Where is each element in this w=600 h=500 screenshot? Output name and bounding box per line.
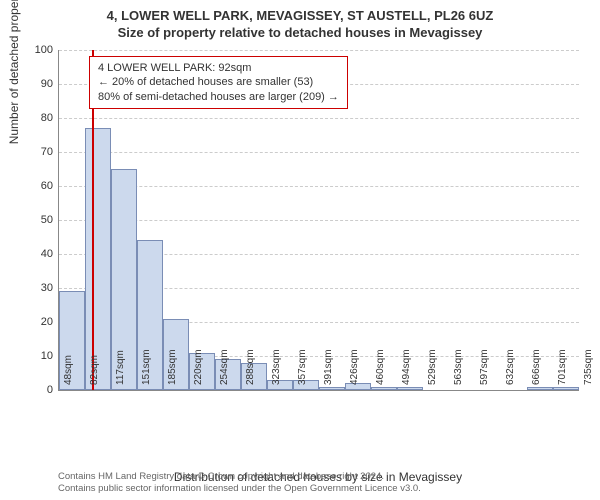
attribution-line2: Contains public sector information licen… [58, 483, 421, 494]
chart-container: 4, LOWER WELL PARK, MEVAGISSEY, ST AUSTE… [0, 0, 600, 500]
x-tick-label: 426sqm [349, 349, 360, 385]
x-tick-label: 220sqm [193, 349, 204, 385]
x-tick-label: 82sqm [89, 355, 100, 385]
y-tick-label: 60 [23, 180, 53, 192]
annotation-line2: ← 20% of detached houses are smaller (53… [98, 75, 339, 89]
x-tick-label: 597sqm [479, 349, 490, 385]
x-tick-label: 48sqm [63, 355, 74, 385]
x-tick-label: 391sqm [323, 349, 334, 385]
x-tick-label: 460sqm [375, 349, 386, 385]
x-tick-label: 288sqm [245, 349, 256, 385]
annotation-line3: 80% of semi-detached houses are larger (… [98, 90, 339, 104]
x-tick-label: 323sqm [271, 349, 282, 385]
x-tick-label: 494sqm [401, 349, 412, 385]
y-tick-label: 90 [23, 78, 53, 90]
attribution-text: Contains HM Land Registry data © Crown c… [58, 471, 421, 494]
histogram-bar [527, 387, 553, 390]
y-tick-label: 30 [23, 282, 53, 294]
x-tick-label: 632sqm [505, 349, 516, 385]
x-tick-label: 735sqm [583, 349, 594, 385]
x-tick-label: 254sqm [219, 349, 230, 385]
attribution-line1: Contains HM Land Registry data © Crown c… [58, 471, 421, 482]
y-tick-label: 80 [23, 112, 53, 124]
x-tick-label: 529sqm [427, 349, 438, 385]
histogram-bar [553, 387, 579, 390]
histogram-bar [397, 387, 423, 390]
annotation-line1: 4 LOWER WELL PARK: 92sqm [98, 61, 339, 75]
grid-line [59, 118, 579, 119]
annotation-box: 4 LOWER WELL PARK: 92sqm← 20% of detache… [89, 56, 348, 109]
grid-line [59, 220, 579, 221]
y-axis-label: Number of detached properties [7, 0, 21, 144]
x-tick-label: 357sqm [297, 349, 308, 385]
y-tick-label: 40 [23, 248, 53, 260]
grid-line [59, 152, 579, 153]
x-tick-label: 151sqm [141, 349, 152, 385]
plot-region: 01020304050607080901004 LOWER WELL PARK:… [58, 50, 579, 391]
histogram-bar [319, 387, 345, 390]
chart-area: Number of detached properties 0102030405… [58, 50, 578, 420]
y-tick-label: 10 [23, 350, 53, 362]
x-tick-label: 185sqm [167, 349, 178, 385]
histogram-bar [85, 128, 111, 390]
grid-line [59, 50, 579, 51]
x-tick-label: 563sqm [453, 349, 464, 385]
y-tick-label: 70 [23, 146, 53, 158]
histogram-bar [371, 387, 397, 390]
y-tick-label: 50 [23, 214, 53, 226]
y-tick-label: 100 [23, 44, 53, 56]
x-tick-label: 666sqm [531, 349, 542, 385]
y-tick-label: 0 [23, 384, 53, 396]
x-tick-label: 117sqm [115, 350, 126, 385]
grid-line [59, 186, 579, 187]
chart-title-line1: 4, LOWER WELL PARK, MEVAGISSEY, ST AUSTE… [0, 0, 600, 23]
x-tick-label: 701sqm [557, 349, 568, 385]
chart-title-line2: Size of property relative to detached ho… [0, 23, 600, 40]
y-tick-label: 20 [23, 316, 53, 328]
